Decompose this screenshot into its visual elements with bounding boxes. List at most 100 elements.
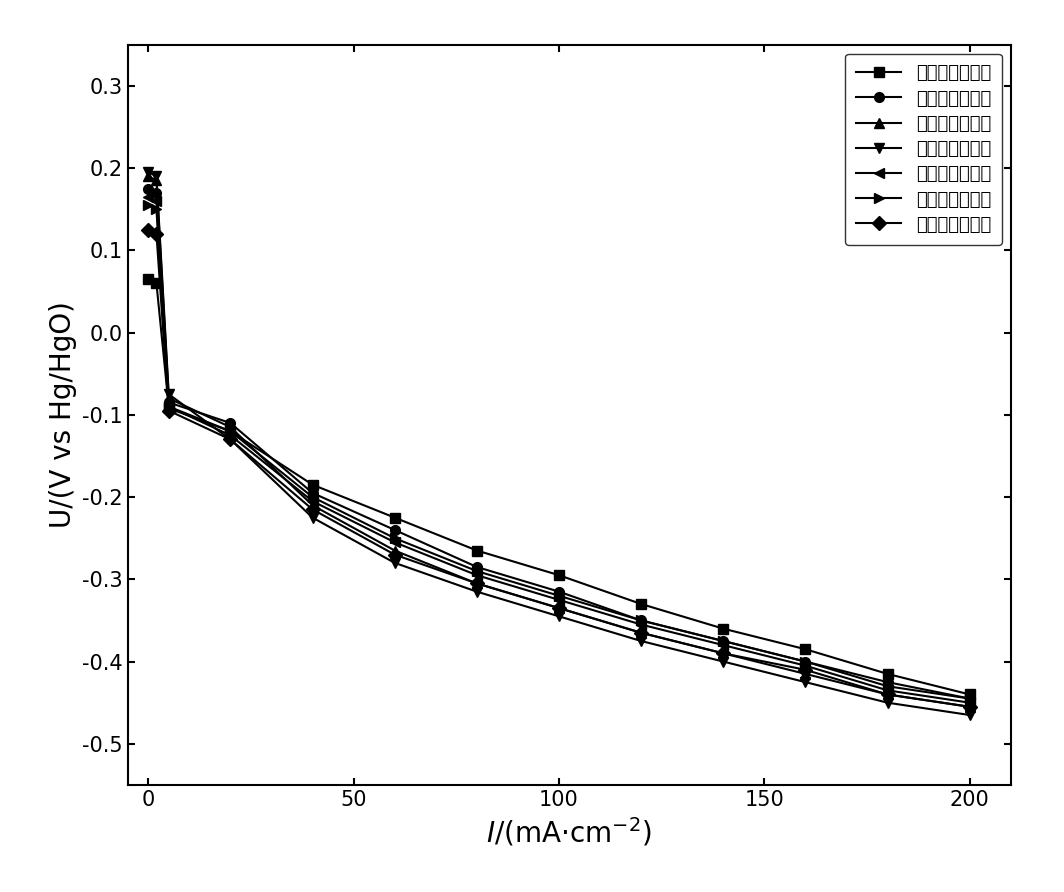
第四次阴极极化 (963, 710, 976, 721)
第二次阴极极化 (163, 397, 176, 408)
第三次阴极极化 (150, 175, 163, 186)
第六次阴极极化 (799, 657, 812, 667)
第七次阴极极化 (163, 405, 176, 416)
Line: 第六次阴极极化: 第六次阴极极化 (144, 200, 975, 704)
第七次阴极极化 (963, 701, 976, 712)
第六次阴极极化 (552, 591, 565, 601)
第六次阴极极化 (150, 203, 163, 214)
Line: 第三次阴极极化: 第三次阴极极化 (144, 171, 975, 712)
第二次阴极极化 (963, 693, 976, 704)
第五次阴极极化 (881, 685, 894, 696)
第四次阴极极化 (388, 558, 401, 568)
第七次阴极极化 (635, 627, 648, 638)
第一次阴极极化 (881, 669, 894, 680)
第二次阴极极化 (717, 636, 730, 647)
第一次阴极极化 (306, 479, 319, 490)
第七次阴极极化 (142, 224, 154, 235)
第二次阴极极化 (799, 657, 812, 667)
第六次阴极极化 (388, 533, 401, 543)
Line: 第二次阴极极化: 第二次阴极极化 (144, 184, 975, 704)
第七次阴极极化 (150, 228, 163, 239)
第一次阴极极化 (963, 690, 976, 700)
第二次阴极极化 (150, 187, 163, 198)
Line: 第四次阴极极化: 第四次阴极极化 (144, 167, 975, 720)
第四次阴极极化 (635, 636, 648, 647)
Y-axis label: U/(V vs Hg/HgO): U/(V vs Hg/HgO) (49, 301, 77, 528)
第五次阴极极化 (717, 640, 730, 650)
第六次阴极极化 (470, 566, 483, 576)
第四次阴极极化 (881, 698, 894, 708)
Line: 第一次阴极极化: 第一次阴极极化 (144, 274, 975, 699)
第六次阴极极化 (142, 200, 154, 211)
第七次阴极极化 (552, 603, 565, 614)
第四次阴极极化 (142, 167, 154, 178)
第七次阴极极化 (470, 578, 483, 589)
第六次阴极极化 (163, 403, 176, 414)
Legend: 第一次阴极极化, 第二次阴极极化, 第三次阴极极化, 第四次阴极极化, 第五次阴极极化, 第六次阴极极化, 第七次阴极极化: 第一次阴极极化, 第二次阴极极化, 第三次阴极极化, 第四次阴极极化, 第五次阴… (845, 54, 1002, 244)
第一次阴极极化 (552, 570, 565, 581)
X-axis label: $\it{I}$/(mA·cm$^{-2}$): $\it{I}$/(mA·cm$^{-2}$) (486, 815, 652, 848)
第六次阴极极化 (225, 425, 237, 436)
第三次阴极极化 (388, 545, 401, 556)
第五次阴极极化 (388, 537, 401, 548)
第五次阴极极化 (163, 401, 176, 412)
第六次阴极极化 (881, 681, 894, 691)
第一次阴极极化 (635, 599, 648, 609)
第三次阴极极化 (881, 690, 894, 700)
第五次阴极极化 (963, 698, 976, 708)
第五次阴极极化 (225, 430, 237, 441)
第四次阴极极化 (717, 657, 730, 667)
第一次阴极极化 (470, 545, 483, 556)
第四次阴极极化 (163, 389, 176, 400)
第一次阴极极化 (717, 624, 730, 634)
第四次阴极极化 (799, 677, 812, 688)
第三次阴极极化 (963, 701, 976, 712)
第三次阴极极化 (552, 603, 565, 614)
第二次阴极极化 (552, 586, 565, 597)
第二次阴极极化 (306, 488, 319, 499)
第五次阴极极化 (306, 496, 319, 507)
第五次阴极极化 (799, 660, 812, 671)
第五次阴极极化 (142, 192, 154, 202)
第四次阴极极化 (552, 611, 565, 622)
Line: 第五次阴极极化: 第五次阴极极化 (144, 192, 975, 707)
第一次阴极极化 (150, 277, 163, 288)
第七次阴极极化 (225, 434, 237, 445)
第一次阴极极化 (388, 512, 401, 523)
第七次阴极极化 (306, 504, 319, 515)
第一次阴极极化 (799, 644, 812, 655)
第五次阴极极化 (470, 570, 483, 581)
Line: 第七次阴极极化: 第七次阴极极化 (144, 225, 975, 712)
第二次阴极极化 (142, 183, 154, 194)
第三次阴极极化 (635, 627, 648, 638)
第三次阴极极化 (142, 171, 154, 182)
第七次阴极极化 (717, 648, 730, 658)
第三次阴极极化 (163, 393, 176, 404)
第七次阴极极化 (881, 690, 894, 700)
第四次阴极极化 (470, 586, 483, 597)
第二次阴极极化 (635, 615, 648, 626)
第六次阴极极化 (963, 693, 976, 704)
第二次阴极极化 (881, 677, 894, 688)
第三次阴极极化 (306, 500, 319, 510)
第六次阴极极化 (717, 636, 730, 647)
第七次阴极极化 (799, 665, 812, 675)
第四次阴极极化 (306, 512, 319, 523)
第四次阴极极化 (225, 434, 237, 445)
第三次阴极极化 (717, 648, 730, 658)
第二次阴极极化 (470, 562, 483, 573)
第六次阴极极化 (306, 491, 319, 502)
第三次阴极极化 (470, 578, 483, 589)
第一次阴极极化 (225, 425, 237, 436)
第三次阴极极化 (799, 669, 812, 680)
第六次阴极极化 (635, 615, 648, 626)
第二次阴极极化 (225, 417, 237, 428)
第七次阴极极化 (388, 549, 401, 560)
第三次阴极极化 (225, 422, 237, 433)
第五次阴极极化 (635, 619, 648, 630)
第四次阴极极化 (150, 171, 163, 182)
第五次阴极极化 (150, 195, 163, 206)
第一次阴极极化 (163, 401, 176, 412)
第一次阴极极化 (142, 274, 154, 285)
第五次阴极极化 (552, 594, 565, 605)
